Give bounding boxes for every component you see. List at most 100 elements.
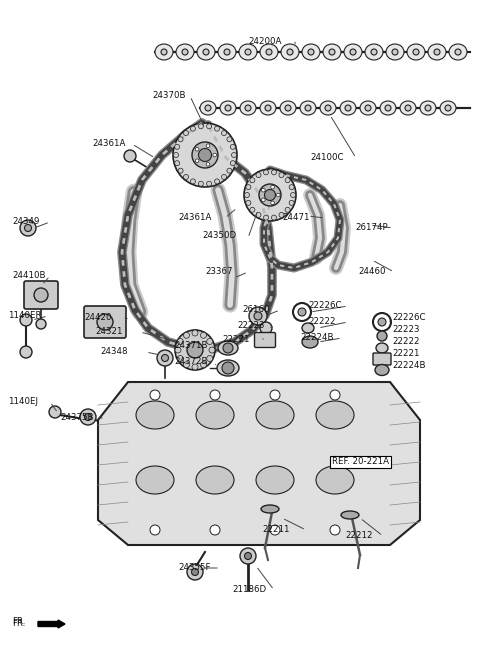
Ellipse shape bbox=[316, 466, 354, 494]
Ellipse shape bbox=[196, 466, 234, 494]
Ellipse shape bbox=[365, 44, 383, 60]
Circle shape bbox=[195, 159, 199, 162]
Circle shape bbox=[221, 130, 227, 136]
Circle shape bbox=[330, 390, 340, 400]
Circle shape bbox=[271, 201, 275, 204]
Text: 24361A: 24361A bbox=[178, 214, 211, 223]
Circle shape bbox=[325, 105, 331, 111]
Circle shape bbox=[385, 105, 391, 111]
FancyBboxPatch shape bbox=[254, 333, 276, 348]
Circle shape bbox=[213, 153, 216, 157]
Ellipse shape bbox=[256, 466, 294, 494]
Ellipse shape bbox=[261, 505, 279, 513]
Circle shape bbox=[250, 207, 255, 212]
Circle shape bbox=[177, 339, 183, 345]
Text: 22223: 22223 bbox=[392, 326, 420, 335]
Circle shape bbox=[377, 331, 387, 341]
Circle shape bbox=[20, 346, 32, 358]
Circle shape bbox=[215, 126, 219, 131]
Circle shape bbox=[246, 185, 251, 190]
Circle shape bbox=[192, 330, 198, 336]
Text: 24371B: 24371B bbox=[174, 341, 207, 350]
Circle shape bbox=[256, 212, 261, 217]
Circle shape bbox=[207, 339, 213, 345]
Circle shape bbox=[231, 153, 237, 157]
Circle shape bbox=[201, 332, 206, 338]
Ellipse shape bbox=[449, 44, 467, 60]
Circle shape bbox=[20, 220, 36, 236]
Circle shape bbox=[330, 525, 340, 535]
Ellipse shape bbox=[218, 44, 236, 60]
Text: 23367: 23367 bbox=[205, 267, 232, 276]
Ellipse shape bbox=[380, 101, 396, 115]
Circle shape bbox=[36, 319, 46, 329]
Ellipse shape bbox=[428, 44, 446, 60]
Text: 22211: 22211 bbox=[262, 525, 289, 534]
Circle shape bbox=[183, 332, 190, 338]
Circle shape bbox=[157, 350, 173, 366]
Circle shape bbox=[203, 49, 209, 55]
Circle shape bbox=[225, 105, 231, 111]
Ellipse shape bbox=[155, 44, 173, 60]
Circle shape bbox=[199, 149, 212, 162]
Circle shape bbox=[254, 312, 262, 320]
Circle shape bbox=[266, 49, 272, 55]
Circle shape bbox=[183, 174, 189, 179]
Circle shape bbox=[270, 390, 280, 400]
Circle shape bbox=[392, 49, 398, 55]
Circle shape bbox=[425, 105, 431, 111]
Circle shape bbox=[378, 318, 386, 326]
Circle shape bbox=[49, 406, 61, 418]
Circle shape bbox=[279, 212, 284, 217]
Circle shape bbox=[455, 49, 461, 55]
Circle shape bbox=[206, 124, 212, 129]
Text: 24410B: 24410B bbox=[12, 271, 46, 280]
Ellipse shape bbox=[239, 44, 257, 60]
Circle shape bbox=[192, 364, 198, 370]
Text: REF. 20-221A: REF. 20-221A bbox=[332, 457, 389, 466]
Circle shape bbox=[80, 409, 96, 425]
Circle shape bbox=[175, 347, 181, 353]
Circle shape bbox=[244, 169, 296, 221]
Circle shape bbox=[289, 185, 294, 190]
Text: 22223: 22223 bbox=[237, 322, 264, 331]
Circle shape bbox=[289, 200, 294, 206]
FancyArrow shape bbox=[38, 620, 65, 628]
Text: 24100C: 24100C bbox=[310, 153, 344, 162]
Circle shape bbox=[192, 142, 218, 168]
Ellipse shape bbox=[440, 101, 456, 115]
Circle shape bbox=[177, 356, 183, 362]
Circle shape bbox=[265, 105, 271, 111]
Ellipse shape bbox=[302, 336, 318, 348]
Ellipse shape bbox=[280, 101, 296, 115]
Circle shape bbox=[249, 307, 267, 325]
Ellipse shape bbox=[240, 101, 256, 115]
Circle shape bbox=[308, 49, 314, 55]
Text: FR.: FR. bbox=[12, 618, 25, 626]
Text: 24349: 24349 bbox=[12, 217, 39, 227]
Circle shape bbox=[276, 193, 280, 196]
FancyBboxPatch shape bbox=[84, 306, 126, 338]
Circle shape bbox=[264, 170, 268, 175]
Text: 22226C: 22226C bbox=[392, 314, 425, 322]
Text: 24460: 24460 bbox=[358, 267, 385, 276]
Circle shape bbox=[191, 126, 195, 131]
Ellipse shape bbox=[260, 44, 278, 60]
Circle shape bbox=[198, 181, 204, 186]
Circle shape bbox=[271, 185, 275, 189]
Ellipse shape bbox=[375, 364, 389, 375]
Circle shape bbox=[256, 172, 261, 178]
Circle shape bbox=[279, 172, 284, 178]
Circle shape bbox=[230, 160, 235, 166]
Text: 22224B: 22224B bbox=[300, 333, 334, 343]
Text: 26160: 26160 bbox=[242, 305, 269, 314]
Ellipse shape bbox=[176, 44, 194, 60]
Circle shape bbox=[272, 170, 276, 175]
Circle shape bbox=[178, 137, 183, 142]
Ellipse shape bbox=[260, 101, 276, 115]
Circle shape bbox=[298, 308, 306, 316]
Text: 24420: 24420 bbox=[84, 314, 111, 322]
Circle shape bbox=[205, 105, 211, 111]
Text: 22212: 22212 bbox=[345, 531, 372, 540]
Text: 22226C: 22226C bbox=[308, 301, 341, 310]
